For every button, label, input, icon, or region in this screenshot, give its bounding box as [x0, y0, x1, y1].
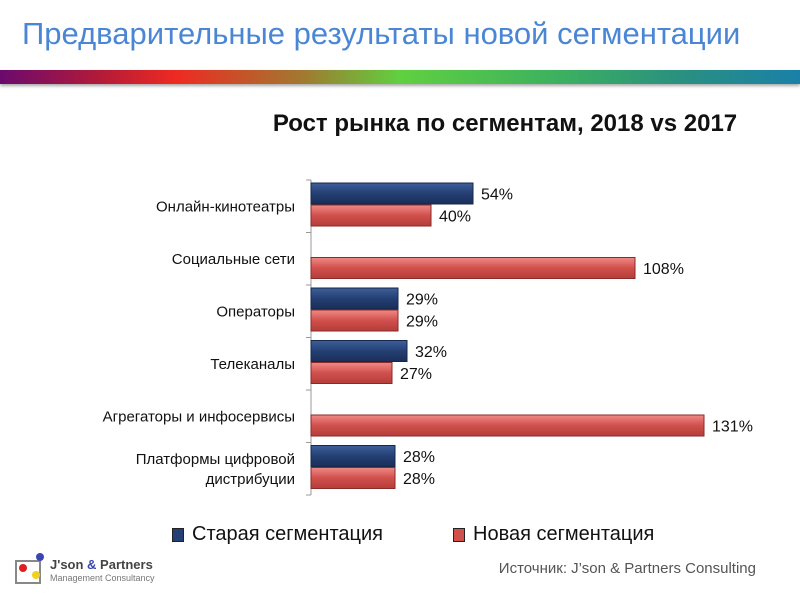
- data-label: 32%: [415, 344, 447, 361]
- data-label: 28%: [403, 449, 435, 466]
- category-label: Агрегаторы и инфосервисы: [103, 408, 295, 425]
- svg-text:J'son & Partners: J'son & Partners: [50, 557, 153, 572]
- bar-new: [310, 204, 432, 227]
- bar-chart: Онлайн-кинотеатры 54% 40% Социальные сети 10…: [103, 179, 753, 496]
- data-label: 108%: [643, 261, 684, 278]
- legend-swatch-new: [453, 527, 465, 542]
- company-logo: J'son & Partners Management Consultancy: [14, 553, 174, 587]
- bar-new: [310, 257, 636, 279]
- data-label: 54%: [481, 187, 513, 204]
- bar-old: [310, 287, 399, 310]
- bar-old: [310, 445, 396, 467]
- data-label: 27%: [400, 366, 432, 383]
- data-label: 40%: [439, 209, 471, 226]
- rainbow-divider: [0, 70, 800, 84]
- legend-item-old: Старая сегментация: [172, 523, 383, 546]
- bar-new: [310, 362, 393, 384]
- category-label: Онлайн-кинотеатры: [156, 198, 295, 215]
- bar-old: [310, 182, 474, 205]
- data-label: 28%: [403, 471, 435, 488]
- svg-text:Management Consultancy: Management Consultancy: [50, 573, 155, 583]
- category-label: Телеканалы: [210, 356, 295, 373]
- legend-item-new: Новая сегментация: [453, 523, 654, 546]
- bar-old: [310, 340, 408, 362]
- category-label: Социальные сети: [172, 251, 295, 268]
- slide-title: Предварительные результаты новой сегмент…: [22, 16, 741, 51]
- category-label: Платформы цифровой дистрибуции: [136, 451, 295, 488]
- data-label: 29%: [406, 314, 438, 331]
- legend-label-old: Старая сегментация: [192, 523, 383, 545]
- data-label: 131%: [712, 419, 753, 436]
- legend-label-new: Новая сегментация: [473, 523, 655, 545]
- legend-swatch-old: [172, 527, 184, 542]
- bar-new: [310, 467, 396, 489]
- data-label: 29%: [406, 292, 438, 309]
- source-note: Источник: J’son & Partners Consulting: [498, 560, 756, 577]
- bar-new: [310, 309, 399, 332]
- bar-new: [310, 414, 705, 437]
- chart-title: Рост рынка по сегментам, 2018 vs 2017: [272, 110, 738, 137]
- legend: Старая сегментация Новая сегментация: [172, 523, 654, 546]
- category-label: Операторы: [216, 303, 295, 320]
